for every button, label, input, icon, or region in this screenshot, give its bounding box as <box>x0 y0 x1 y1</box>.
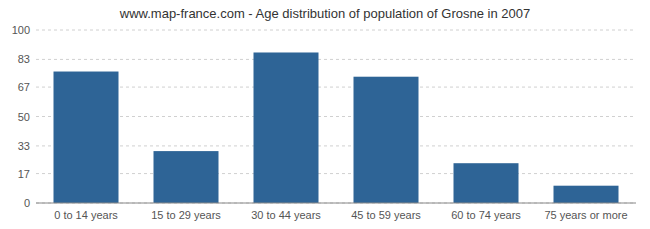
grid-line <box>36 87 636 88</box>
x-tick-label: 60 to 74 years <box>451 209 521 221</box>
x-tick-label: 45 to 59 years <box>351 209 421 221</box>
x-axis-line <box>36 203 636 204</box>
y-tick-label: 83 <box>18 53 30 65</box>
grid-line <box>36 116 636 117</box>
chart-svg: www.map-france.com - Age distribution of… <box>0 0 650 229</box>
grid-line <box>36 173 636 174</box>
x-tick-label: 0 to 14 years <box>54 209 118 221</box>
bar <box>254 52 319 203</box>
x-tick-label: 75 years or more <box>544 209 627 221</box>
grid-line <box>36 145 636 146</box>
y-axis: 0 17 33 50 67 83 100 <box>12 24 636 209</box>
grid-line <box>36 59 636 60</box>
chart-container: www.map-france.com - Age distribution of… <box>0 0 650 229</box>
y-tick-label: 50 <box>18 111 30 123</box>
bar <box>554 186 619 203</box>
grid-line <box>36 30 636 31</box>
x-tick-label: 15 to 29 years <box>151 209 221 221</box>
bars <box>54 52 619 203</box>
y-tick-label: 33 <box>18 140 30 152</box>
bar <box>454 163 519 203</box>
y-tick-label: 67 <box>18 81 30 93</box>
grid-line <box>36 203 636 204</box>
x-axis: 0 to 14 years 15 to 29 years 30 to 44 year… <box>54 209 627 221</box>
bar <box>54 72 119 203</box>
bar <box>154 151 219 203</box>
bar <box>354 77 419 203</box>
y-tick-label: 100 <box>12 24 30 36</box>
y-tick-label: 0 <box>24 197 30 209</box>
y-tick-label: 17 <box>18 168 30 180</box>
x-tick-label: 30 to 44 years <box>251 209 321 221</box>
chart-title: www.map-france.com - Age distribution of… <box>119 6 530 21</box>
